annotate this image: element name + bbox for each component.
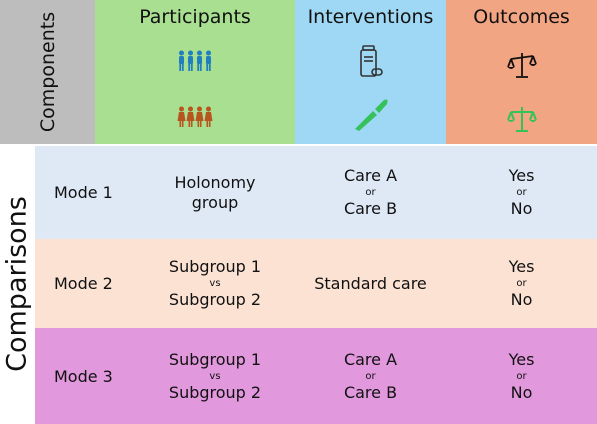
intervention-option-b: Care B <box>343 382 398 402</box>
separator: or <box>365 370 376 382</box>
interventions-cell: Standard care <box>295 239 446 328</box>
subgroup-b: Subgroup 2 <box>168 290 262 309</box>
intervention-option-b: Care B <box>343 199 398 218</box>
separator: vs <box>209 278 221 289</box>
mode-label: Mode 1 <box>54 183 113 202</box>
subgroup-a: Subgroup 1 <box>168 349 262 369</box>
medicine-bottle-icon <box>359 45 383 77</box>
outcomes-title: Outcomes <box>473 6 570 28</box>
outcomes-cell: Yes or No <box>446 328 597 424</box>
people-group-icon <box>177 106 213 127</box>
intervention-text: Standard care <box>314 273 427 293</box>
outcome-option-b: No <box>510 199 533 218</box>
interventions-cell: Care A or Care B <box>295 146 446 239</box>
separator: vs <box>209 370 221 382</box>
intervention-option-a: Care A <box>343 166 398 185</box>
outcomes-header-cell: Outcomes <box>446 0 597 144</box>
outcome-option-b: No <box>510 382 533 402</box>
mode-1-row: Mode 1 Holonomy group Care A or Care B Y… <box>35 146 597 239</box>
balance-scale-icon <box>506 107 537 132</box>
participants-cell: Subgroup 1 vs Subgroup 2 <box>130 239 300 328</box>
mode-label: Mode 3 <box>54 366 113 386</box>
components-label: Components <box>36 11 59 133</box>
subgroup-b: Subgroup 2 <box>168 382 262 402</box>
outcomes-cell: Yes or No <box>446 146 597 239</box>
participants-line: Holonomy <box>174 172 256 192</box>
outcome-option-a: Yes <box>508 166 535 185</box>
outcome-option-a: Yes <box>508 257 535 276</box>
mode-3-row: Mode 3 Subgroup 1 vs Subgroup 2 Care A o… <box>35 328 597 424</box>
intervention-option-a: Care A <box>343 349 398 369</box>
mode-2-row: Mode 2 Subgroup 1 vs Subgroup 2 Standard… <box>35 239 597 328</box>
separator: or <box>516 187 527 198</box>
separator: or <box>516 278 527 289</box>
participants-line: group <box>191 192 239 212</box>
comparisons-label: Comparisons <box>1 196 33 372</box>
people-group-icon <box>179 50 211 71</box>
outcome-option-b: No <box>510 290 533 309</box>
interventions-cell: Care A or Care B <box>295 328 446 424</box>
participants-cell: Subgroup 1 vs Subgroup 2 <box>130 328 300 424</box>
separator: or <box>365 187 376 198</box>
interventions-header-cell: Interventions <box>295 0 446 144</box>
mode-label: Mode 2 <box>54 274 113 293</box>
balance-scale-icon <box>506 53 537 78</box>
outcome-option-a: Yes <box>508 349 535 369</box>
outcomes-cell: Yes or No <box>446 239 597 328</box>
participants-cell: Holonomy group <box>130 146 300 239</box>
participants-title: Participants <box>139 6 251 28</box>
participants-header-cell: Participants <box>95 0 295 144</box>
subgroup-a: Subgroup 1 <box>168 257 262 276</box>
interventions-title: Interventions <box>307 6 434 28</box>
separator: or <box>516 370 527 382</box>
components-header-cell: Components <box>0 0 95 144</box>
scalpel-icon <box>354 99 388 131</box>
